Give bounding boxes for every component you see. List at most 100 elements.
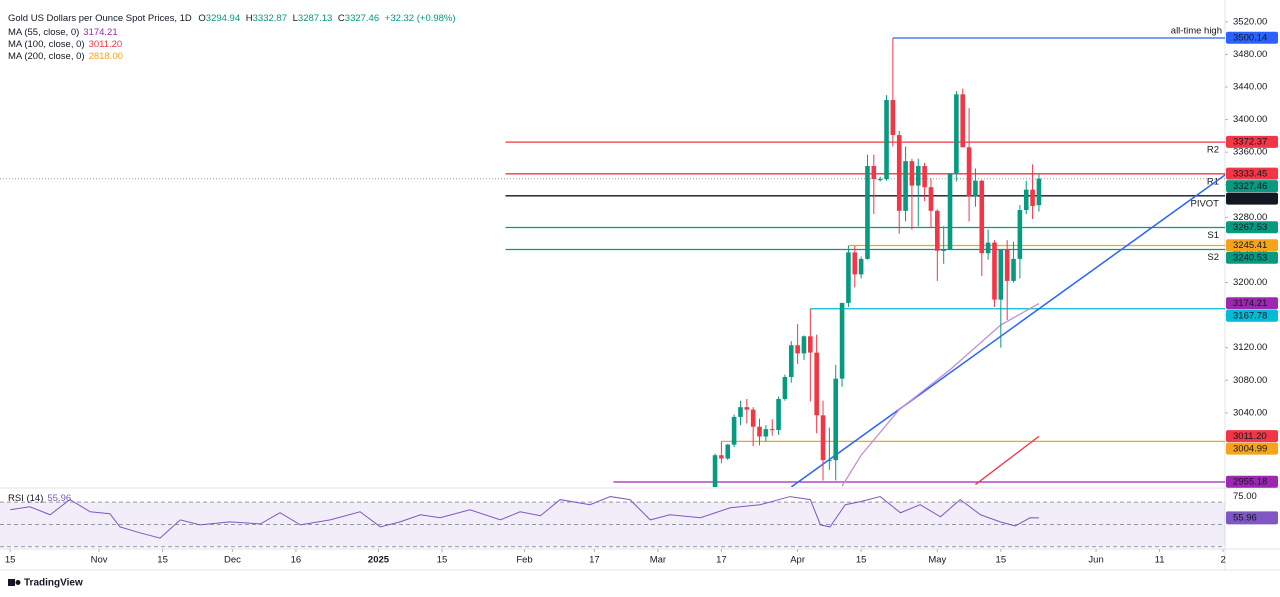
price-tag-label: 3174.21 (1233, 298, 1267, 309)
axes: 3520.003480.003440.003400.003360.003320.… (5, 16, 1278, 566)
y-tick-label: 3440.00 (1233, 82, 1267, 93)
price-tag-label: 3327.46 (1233, 181, 1267, 192)
price-tag-label: 3500.14 (1233, 33, 1267, 44)
candle-body (979, 180, 985, 254)
header: Gold US Dollars per Ounce Spot Prices, 1… (8, 13, 456, 24)
price-tag (1226, 239, 1278, 252)
candle-body (1036, 178, 1042, 206)
x-tick-label: 17 (589, 555, 600, 566)
candle-body (998, 249, 1004, 300)
ma-name: MA (200, close, 0) (8, 51, 85, 62)
candle-body (890, 100, 896, 136)
price-tag (1226, 309, 1278, 322)
price-tag (1226, 251, 1278, 264)
rsi-tag-label: 55.96 (1233, 512, 1257, 523)
brand-logo (15, 580, 21, 585)
candle-body (833, 378, 839, 461)
x-tick-label: 16 (291, 555, 302, 566)
candle-body (808, 336, 813, 353)
candle-body (973, 180, 978, 197)
candle-body (985, 242, 991, 254)
candle-body (1017, 210, 1023, 259)
rsi-tag (1226, 511, 1278, 525)
x-tick-label: Feb (516, 555, 532, 566)
ma-legend: MA (100, close, 0) 3011.20 (8, 39, 122, 50)
ma-value: 3174.21 (83, 27, 117, 38)
y-tick-label: 3360.00 (1233, 147, 1267, 158)
rsi-tick-label: 75.00 (1233, 491, 1257, 502)
candle-body (750, 409, 756, 427)
level-name: S1 (1207, 230, 1219, 241)
level-name: PIVOT (1190, 198, 1219, 209)
price-tag (1226, 430, 1278, 443)
ohlc-prefix: H (246, 13, 253, 24)
level-annotation: all-time high (1171, 26, 1222, 37)
x-tick-label: May (928, 555, 946, 566)
x-tick-label: Jun (1088, 555, 1103, 566)
price-tag (1226, 135, 1278, 148)
level-name: S2 (1207, 252, 1219, 263)
candle-body (947, 173, 953, 250)
candle-body (846, 252, 851, 303)
candle-body (814, 352, 819, 416)
x-tick-label: Mar (650, 555, 666, 566)
rsi-pane (0, 496, 1225, 548)
candle-body (738, 407, 743, 417)
candle-body (1004, 249, 1010, 281)
ma-name: MA (100, close, 0) (8, 39, 85, 50)
candle-body (725, 444, 731, 459)
candle-body (896, 135, 902, 211)
candle-body (776, 399, 781, 430)
ma-line (841, 302, 1040, 487)
candle-body (865, 166, 870, 259)
candle-body (858, 258, 864, 275)
candle-body (915, 166, 921, 186)
ohlc-value: 3294.94 (206, 13, 240, 24)
chart-title: Gold US Dollars per Ounce Spot Prices, 1… (8, 13, 192, 24)
price-tag (1226, 442, 1278, 455)
y-tick-label: 3520.00 (1233, 16, 1267, 27)
ohlc-value: 3332.87 (253, 13, 287, 24)
candle-body (935, 210, 940, 251)
price-tag-label: 3333.45 (1233, 168, 1267, 179)
trendline (790, 174, 1225, 487)
candle-body (877, 179, 883, 181)
rsi-name: RSI (14) (8, 493, 43, 504)
price-tag-label: 3167.78 (1233, 311, 1267, 322)
x-tick-label: Dec (224, 555, 241, 566)
candle-body (960, 94, 966, 148)
candle-body (966, 147, 972, 197)
main-pane: R2 R1 PIVOT S1 S2 all-time high (0, 26, 1225, 487)
candle-body (744, 407, 750, 410)
candle-body (852, 252, 858, 275)
ohlc-prefix: C (338, 13, 345, 24)
y-tick-label: 3040.00 (1233, 407, 1267, 418)
candle-body (712, 455, 718, 487)
price-tag-label: 3004.99 (1233, 443, 1267, 454)
price-tag-label: 2955.18 (1233, 476, 1267, 487)
y-tick-label: 3280.00 (1233, 212, 1267, 223)
level-name: R2 (1207, 145, 1219, 156)
candle-body (954, 94, 959, 174)
x-tick-label: 17 (716, 555, 727, 566)
rsi-line (10, 496, 1039, 539)
candle-body (731, 416, 737, 445)
level-name: R1 (1207, 176, 1219, 187)
ma-name: MA (55, close, 0) (8, 27, 79, 38)
candle-body (820, 415, 826, 461)
candle-body (827, 460, 832, 462)
candle-body (903, 161, 908, 211)
price-tag (1226, 297, 1278, 310)
candle-body (928, 187, 934, 211)
price-tag (1226, 167, 1278, 180)
candle-body (1011, 258, 1016, 281)
brand: TradingView (8, 578, 83, 589)
candle-body (909, 161, 915, 186)
price-tag (1226, 180, 1278, 193)
price-tag-label: 3267.53 (1233, 222, 1267, 233)
candle-body (782, 377, 788, 400)
candle-body (839, 302, 845, 379)
candle-body (801, 336, 807, 354)
